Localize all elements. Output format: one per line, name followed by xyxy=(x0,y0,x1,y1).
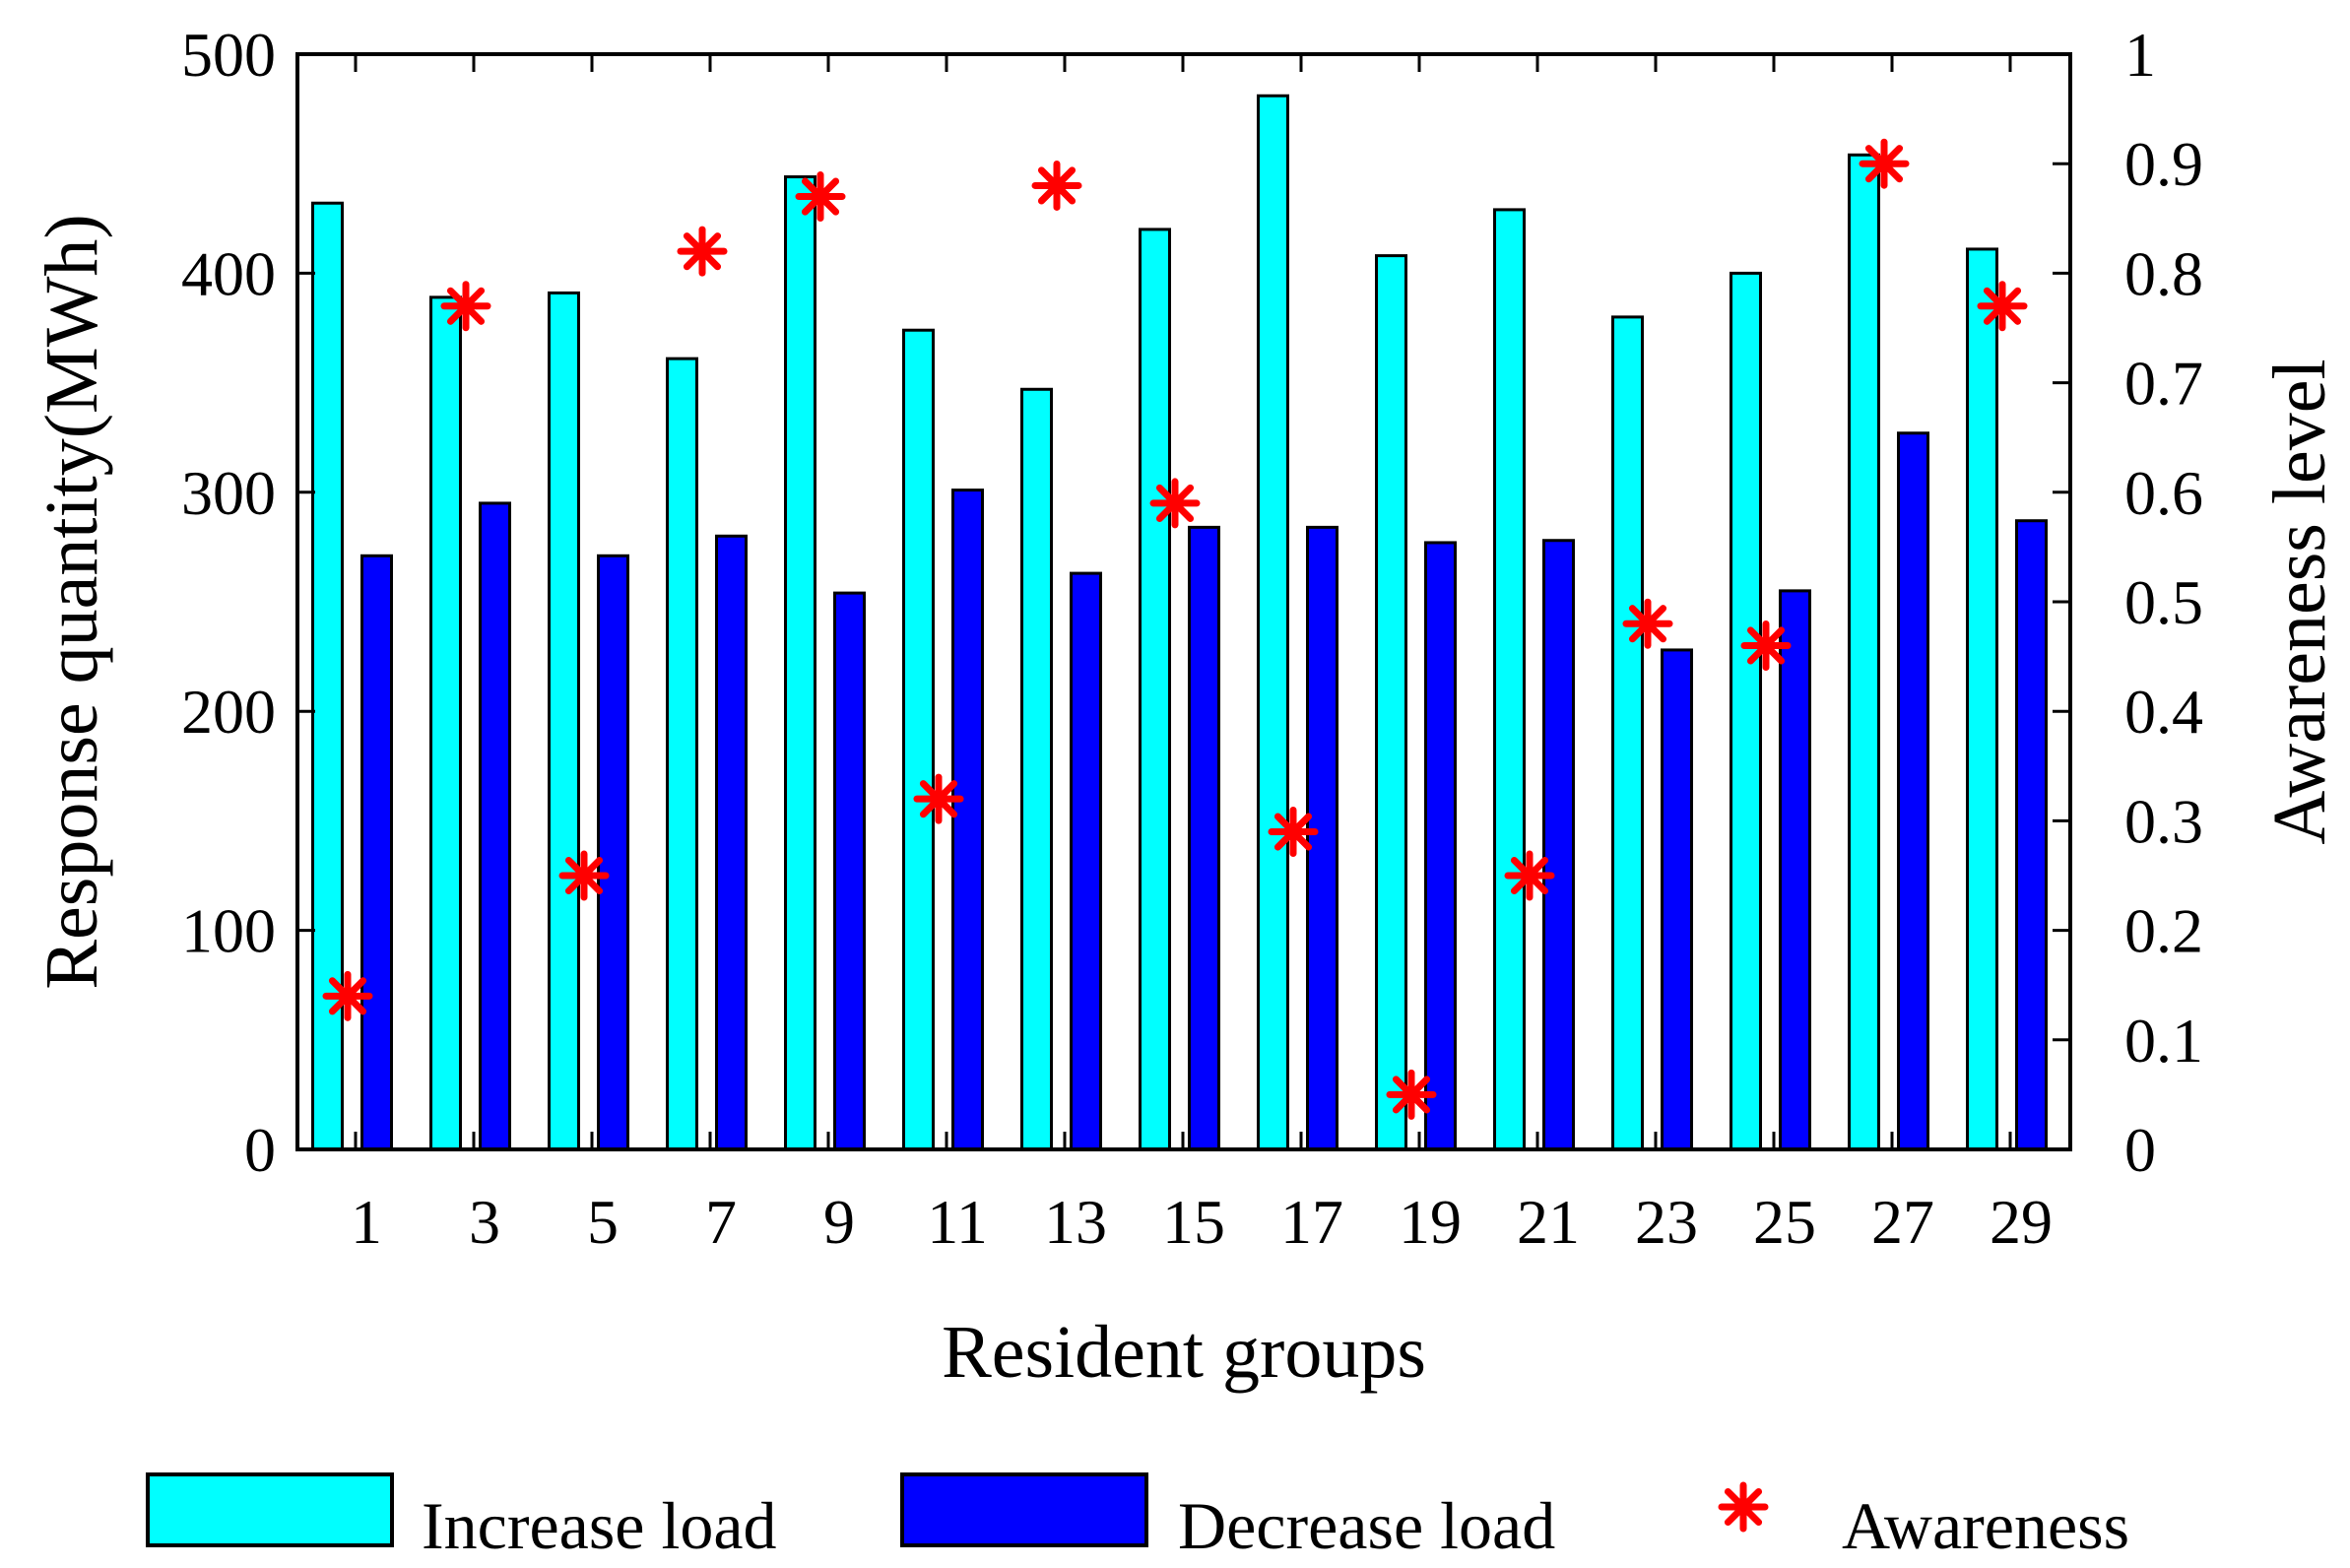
awareness-marker-group-7 xyxy=(677,226,728,277)
legend-marker-awareness xyxy=(1718,1481,1769,1533)
x-axis-title: Resident groups xyxy=(942,1311,1426,1394)
bars-layer xyxy=(311,94,2048,1151)
awareness-marker-group-3 xyxy=(440,281,491,332)
awareness-marker-group-21 xyxy=(1504,850,1555,901)
legend-swatch-decrease-load xyxy=(900,1472,1148,1547)
bar-increase-load-group-21 xyxy=(1493,208,1526,1151)
awareness-marker-group-15 xyxy=(1149,478,1201,529)
bar-decrease-load-group-25 xyxy=(1779,589,1811,1151)
y-tick-label-0: 0 xyxy=(244,1115,276,1185)
bar-increase-load-group-7 xyxy=(666,357,698,1151)
x-tick-label-21: 21 xyxy=(1517,1187,1580,1257)
y2-axis-title: Awareness level xyxy=(2258,359,2341,844)
y-tick-label-200: 200 xyxy=(181,677,276,747)
y-tick-label-100: 100 xyxy=(181,896,276,966)
y2-tick-label-1: 1 xyxy=(2124,20,2156,90)
x-tick-label-23: 23 xyxy=(1635,1187,1698,1257)
bar-increase-load-group-9 xyxy=(784,175,816,1151)
x-tick-label-1: 1 xyxy=(351,1187,382,1257)
y2-tick-label-0.9: 0.9 xyxy=(2124,129,2203,199)
legend-label-awareness: Awareness xyxy=(1842,1488,2129,1563)
y2-tick-label-0.6: 0.6 xyxy=(2124,458,2203,528)
awareness-marker-group-11 xyxy=(913,773,964,824)
awareness-marker-group-13 xyxy=(1031,160,1082,211)
bar-increase-load-group-13 xyxy=(1020,387,1053,1151)
bar-increase-load-group-23 xyxy=(1611,315,1644,1151)
legend-star-glyph xyxy=(1718,1481,1769,1533)
legend-label-increase-load: Increase load xyxy=(422,1488,777,1563)
bar-increase-load-group-17 xyxy=(1257,94,1289,1151)
y-axis-title: Response quantity(MWh) xyxy=(31,214,113,989)
bar-increase-load-group-29 xyxy=(1966,247,1998,1151)
x-tick-label-5: 5 xyxy=(587,1187,619,1257)
bar-decrease-load-group-9 xyxy=(833,591,866,1151)
awareness-marker-group-25 xyxy=(1740,620,1792,671)
awareness-marker-group-29 xyxy=(1977,281,2028,332)
y2-tick-label-0.5: 0.5 xyxy=(2124,567,2203,637)
bar-increase-load-group-3 xyxy=(429,295,462,1151)
x-tick-label-19: 19 xyxy=(1399,1187,1462,1257)
bar-increase-load-group-15 xyxy=(1139,228,1171,1151)
y2-tick-label-0.3: 0.3 xyxy=(2124,786,2203,856)
bar-increase-load-group-19 xyxy=(1375,254,1407,1151)
y2-tick-label-0.1: 0.1 xyxy=(2124,1006,2203,1076)
bar-decrease-load-group-11 xyxy=(951,489,984,1151)
x-tick-label-15: 15 xyxy=(1162,1187,1225,1257)
awareness-marker-group-19 xyxy=(1386,1069,1437,1120)
bar-decrease-load-group-15 xyxy=(1188,525,1220,1151)
awareness-marker-group-9 xyxy=(795,171,846,223)
y2-tick-label-0.4: 0.4 xyxy=(2124,677,2203,747)
legend: Increase load Decrease load Awareness xyxy=(146,1472,2129,1563)
bar-increase-load-group-25 xyxy=(1730,271,1762,1151)
bar-decrease-load-group-5 xyxy=(597,554,629,1151)
awareness-markers-layer xyxy=(322,138,2028,1120)
x-tick-label-29: 29 xyxy=(1990,1187,2053,1257)
x-tick-label-11: 11 xyxy=(927,1187,988,1257)
awareness-marker-group-27 xyxy=(1859,138,1910,189)
bar-decrease-load-group-27 xyxy=(1897,431,1929,1151)
y2-tick-label-0.7: 0.7 xyxy=(2124,349,2203,419)
x-tick-label-9: 9 xyxy=(823,1187,855,1257)
x-tick-label-17: 17 xyxy=(1280,1187,1343,1257)
bar-decrease-load-group-13 xyxy=(1070,571,1102,1151)
bar-decrease-load-group-19 xyxy=(1424,541,1457,1151)
y2-tick-label-0.8: 0.8 xyxy=(2124,238,2203,308)
legend-swatch-increase-load xyxy=(146,1472,394,1547)
awareness-marker-group-5 xyxy=(558,850,610,901)
awareness-marker-group-23 xyxy=(1622,598,1673,649)
x-tick-label-3: 3 xyxy=(469,1187,500,1257)
x-tick-label-25: 25 xyxy=(1753,1187,1816,1257)
y-tick-label-400: 400 xyxy=(181,238,276,308)
x-tick-label-13: 13 xyxy=(1044,1187,1107,1257)
bar-increase-load-group-27 xyxy=(1848,153,1880,1151)
bar-increase-load-group-5 xyxy=(548,291,580,1151)
bar-decrease-load-group-7 xyxy=(715,534,748,1151)
awareness-marker-group-17 xyxy=(1268,807,1319,858)
y2-tick-label-0.2: 0.2 xyxy=(2124,896,2203,966)
y-tick-label-300: 300 xyxy=(181,458,276,528)
bar-decrease-load-group-29 xyxy=(2015,519,2048,1151)
legend-label-decrease-load: Decrease load xyxy=(1178,1488,1555,1563)
bar-increase-load-group-11 xyxy=(902,328,935,1151)
y-tick-label-500: 500 xyxy=(181,20,276,90)
bar-decrease-load-group-1 xyxy=(360,554,393,1151)
bar-decrease-load-group-3 xyxy=(479,501,511,1151)
awareness-marker-group-1 xyxy=(322,970,373,1021)
ticks-layer: 0 100 200 300 400 500 0 0.1 0.2 0.3 0.4 0.5 0.6 0.7 0.… xyxy=(181,20,2203,1257)
x-tick-label-27: 27 xyxy=(1871,1187,1934,1257)
bar-decrease-load-group-23 xyxy=(1661,648,1693,1151)
x-tick-label-7: 7 xyxy=(705,1187,737,1257)
bar-decrease-load-group-17 xyxy=(1306,525,1338,1151)
bar-decrease-load-group-21 xyxy=(1542,539,1575,1151)
y2-tick-label-0: 0 xyxy=(2124,1115,2156,1185)
